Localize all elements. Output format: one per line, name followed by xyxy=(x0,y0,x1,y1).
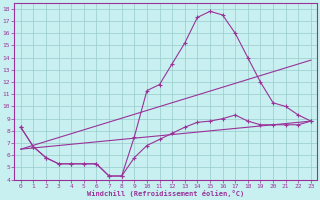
X-axis label: Windchill (Refroidissement éolien,°C): Windchill (Refroidissement éolien,°C) xyxy=(87,190,244,197)
